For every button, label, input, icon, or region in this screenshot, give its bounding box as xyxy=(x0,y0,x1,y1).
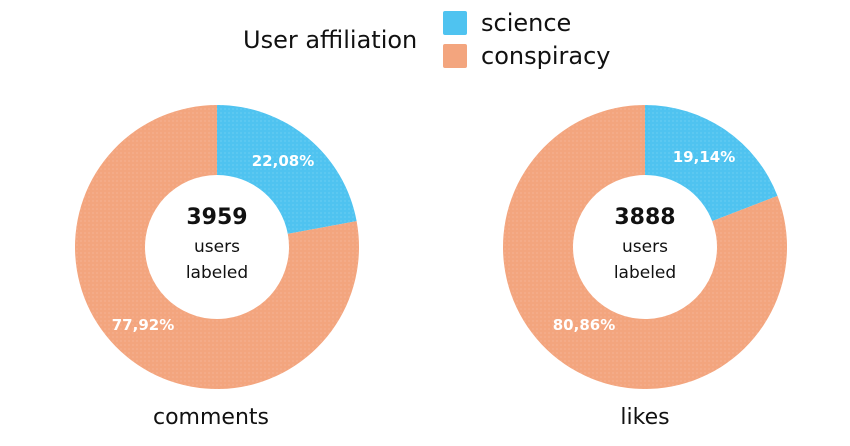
center-labeled-comments: labeled xyxy=(186,263,248,283)
legend: User affiliation science conspiracy xyxy=(243,9,610,70)
center-users-likes: users xyxy=(622,237,668,257)
center-count-likes: 3888 xyxy=(614,205,675,230)
legend-label-science: science xyxy=(481,9,571,37)
slice-texture-conspiracy-likes xyxy=(503,105,787,389)
chart-label-comments: comments xyxy=(153,405,269,430)
center-users-comments: users xyxy=(194,237,240,257)
slice-label-science-likes: 19,14% xyxy=(673,148,735,166)
slice-label-conspiracy-comments: 77,92% xyxy=(112,316,174,334)
legend-title: User affiliation xyxy=(243,26,417,54)
donut-chart-comments xyxy=(74,105,359,390)
center-labeled-likes: labeled xyxy=(614,263,676,283)
slice-label-conspiracy-likes: 80,86% xyxy=(553,316,615,334)
legend-swatch-conspiracy xyxy=(443,44,467,68)
slice-texture-science-likes xyxy=(645,105,778,222)
chart-label-likes: likes xyxy=(620,405,669,430)
slice-texture-conspiracy-comments xyxy=(74,105,359,390)
slice-texture-science-comments xyxy=(217,105,357,234)
center-count-comments: 3959 xyxy=(186,205,247,230)
donut-chart-likes xyxy=(503,105,787,389)
legend-swatch-science xyxy=(443,11,467,35)
legend-label-conspiracy: conspiracy xyxy=(481,42,610,70)
slice-label-science-comments: 22,08% xyxy=(252,152,314,170)
